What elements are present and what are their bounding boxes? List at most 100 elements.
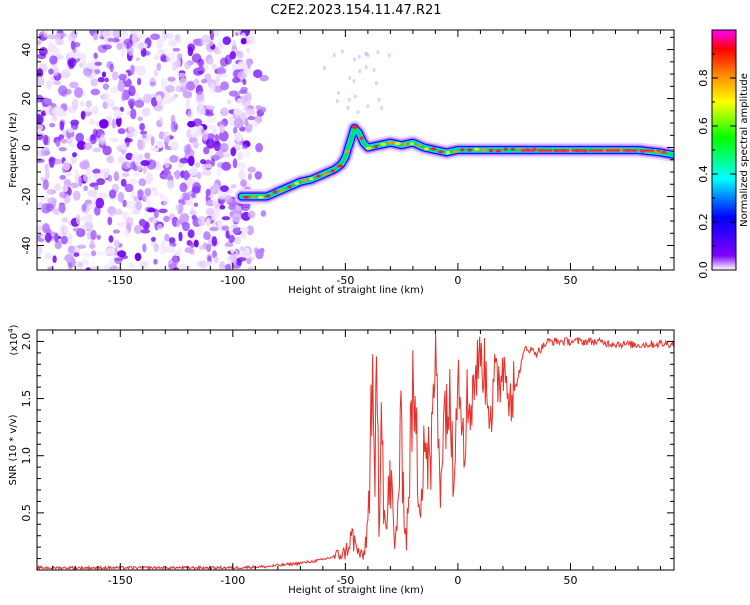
noise-cell bbox=[133, 224, 143, 235]
noise-cell bbox=[104, 77, 109, 83]
noise-cell bbox=[260, 210, 267, 217]
noise-cell bbox=[109, 259, 115, 268]
noise-cell bbox=[200, 159, 207, 165]
colorbar-tick-label: 0.2 bbox=[697, 213, 710, 231]
noise-cell bbox=[72, 152, 77, 158]
noise-cell bbox=[374, 81, 378, 86]
figure-title: C2E2.2023.154.11.47.R21 bbox=[270, 3, 441, 18]
noise-cell bbox=[237, 151, 244, 161]
noise-cell bbox=[239, 112, 247, 120]
ridge-hotspot bbox=[503, 147, 508, 151]
noise-cell bbox=[45, 252, 53, 260]
noise-cell bbox=[170, 121, 178, 133]
noise-cell bbox=[196, 171, 202, 180]
noise-cell bbox=[348, 76, 352, 81]
noise-cell bbox=[108, 235, 114, 243]
noise-cell bbox=[107, 99, 115, 109]
noise-cell bbox=[228, 90, 239, 97]
noise-cell bbox=[95, 197, 105, 209]
noise-cell bbox=[239, 126, 246, 132]
noise-cell bbox=[117, 155, 125, 165]
noise-cell bbox=[239, 227, 249, 233]
noise-cell bbox=[141, 107, 151, 117]
noise-cell bbox=[197, 103, 205, 110]
noise-cell bbox=[191, 214, 197, 221]
noise-cell bbox=[82, 92, 87, 97]
noise-cell bbox=[130, 108, 137, 120]
noise-cell bbox=[122, 211, 129, 220]
noise-cell bbox=[146, 199, 151, 207]
y-tick-label: 40 bbox=[20, 43, 33, 57]
noise-cell bbox=[97, 192, 108, 200]
signal-ridge bbox=[234, 120, 674, 204]
noise-cell bbox=[346, 105, 350, 110]
noise-cell bbox=[376, 50, 380, 55]
y-tick-label: 1.0 bbox=[20, 447, 33, 465]
x-tick-label: -50 bbox=[336, 574, 354, 587]
noise-cell bbox=[232, 40, 237, 47]
noise-cell bbox=[117, 221, 126, 228]
noise-cell bbox=[235, 30, 241, 33]
noise-cell bbox=[211, 236, 218, 247]
noise-cell bbox=[197, 215, 206, 227]
noise-cell bbox=[102, 83, 109, 90]
noise-cell bbox=[65, 171, 72, 177]
noise-cell bbox=[103, 264, 111, 270]
noise-cell bbox=[233, 108, 242, 116]
noise-cell bbox=[132, 172, 140, 177]
snr-series-line bbox=[37, 333, 674, 570]
noise-cell bbox=[353, 94, 357, 99]
x-tick-label: 50 bbox=[563, 274, 577, 287]
noise-cell bbox=[64, 225, 69, 234]
noise-cell bbox=[93, 52, 98, 59]
noise-cell bbox=[38, 47, 48, 56]
noise-cell bbox=[161, 99, 167, 106]
noise-cell bbox=[174, 59, 181, 69]
noise-cell bbox=[49, 160, 55, 169]
noise-cell bbox=[69, 81, 79, 89]
noise-cell bbox=[246, 257, 252, 265]
colorbar-tick-label: 0.0 bbox=[697, 261, 710, 279]
noise-cell bbox=[233, 117, 244, 129]
x-tick-label: 0 bbox=[454, 274, 461, 287]
noise-cell bbox=[126, 131, 135, 138]
noise-cell bbox=[245, 47, 251, 54]
noise-cell bbox=[49, 122, 56, 128]
noise-cell bbox=[109, 137, 120, 143]
noise-cell bbox=[186, 81, 196, 91]
noise-cell bbox=[214, 133, 220, 145]
noise-cell bbox=[82, 252, 90, 258]
noise-cell bbox=[107, 37, 114, 42]
noise-cell bbox=[364, 65, 368, 70]
noise-cell bbox=[70, 182, 79, 189]
noise-cell bbox=[102, 30, 113, 39]
noise-cell bbox=[114, 258, 122, 265]
x-tick-label: 0 bbox=[454, 574, 461, 587]
noise-cell bbox=[153, 69, 158, 77]
noise-cell bbox=[244, 247, 250, 253]
noise-cell bbox=[240, 38, 247, 45]
noise-cell bbox=[193, 78, 200, 86]
noise-cell bbox=[88, 243, 96, 249]
noise-cell bbox=[235, 144, 240, 149]
noise-cell bbox=[337, 90, 340, 95]
noise-cell bbox=[211, 223, 217, 228]
noise-cell bbox=[47, 266, 53, 270]
noise-cell bbox=[128, 125, 136, 134]
ridge-hotspot bbox=[294, 181, 300, 185]
noise-cell bbox=[37, 158, 45, 163]
noise-cell bbox=[240, 179, 247, 187]
noise-cell bbox=[193, 141, 199, 149]
noise-cell bbox=[124, 228, 130, 238]
noise-cell bbox=[162, 131, 171, 142]
noise-cell bbox=[201, 34, 211, 43]
noise-cell bbox=[80, 203, 90, 214]
noise-cell bbox=[108, 189, 117, 199]
spectrogram-panel: -150 -100 -50 0 50 -40 -20 0 20 40 Height of stra… bbox=[8, 29, 675, 296]
noise-cell bbox=[139, 122, 146, 131]
noise-cell bbox=[120, 47, 126, 57]
noise-cell bbox=[372, 68, 376, 73]
noise-cell bbox=[179, 193, 184, 201]
noise-cell bbox=[102, 145, 112, 156]
noise-cell bbox=[101, 71, 107, 78]
